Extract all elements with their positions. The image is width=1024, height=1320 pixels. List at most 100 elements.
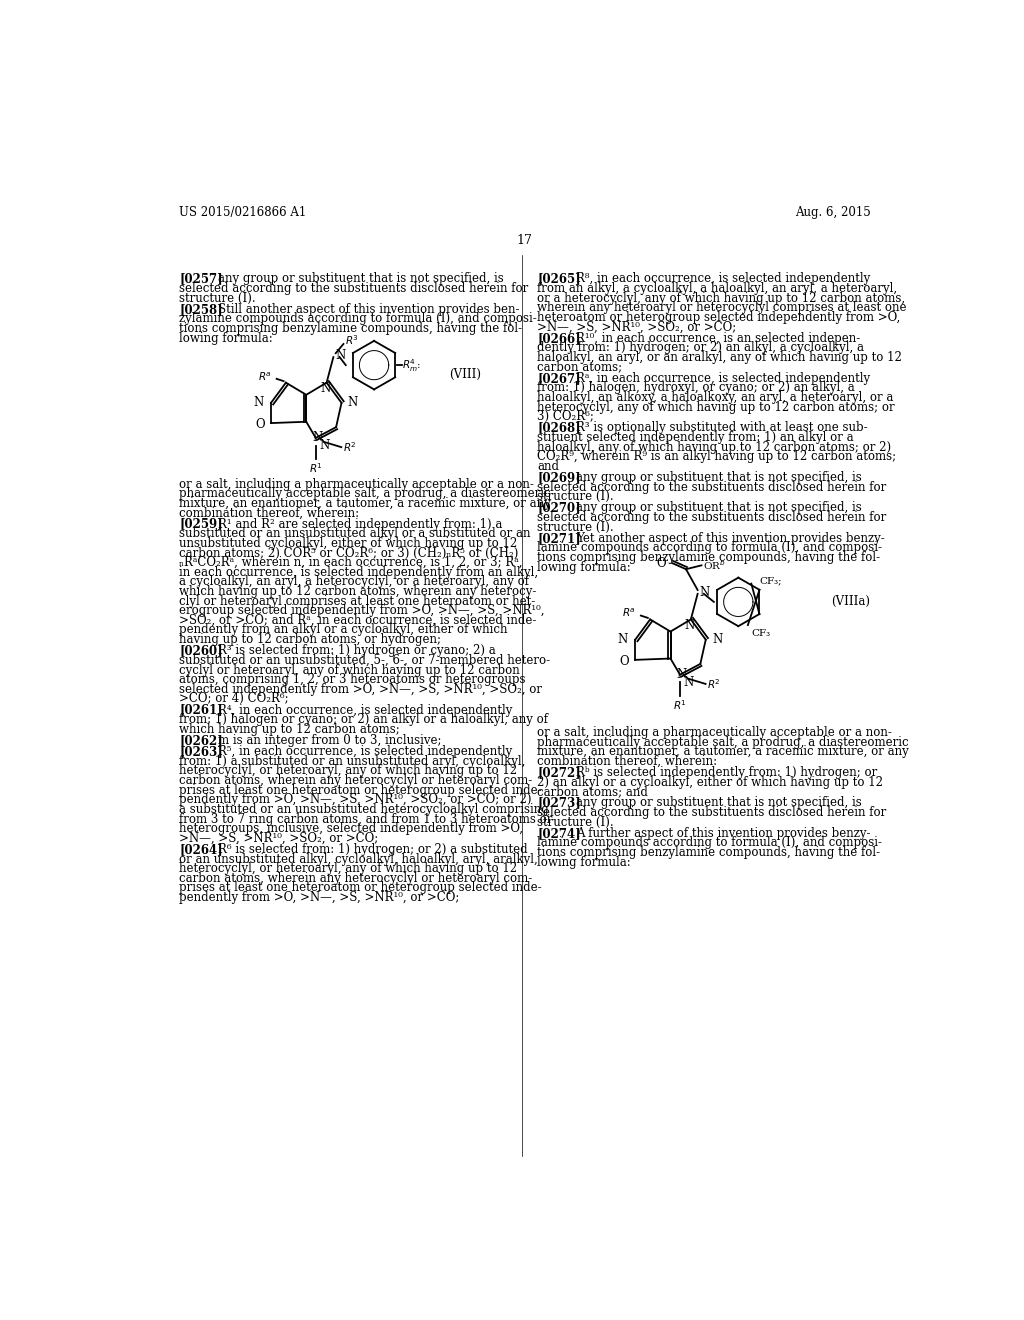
Text: R⁵, in each occurrence, is selected independently: R⁵, in each occurrence, is selected inde… <box>218 744 512 758</box>
Text: N: N <box>712 634 722 647</box>
Text: tions comprising benzylamine compounds, having the fol-: tions comprising benzylamine compounds, … <box>538 552 881 564</box>
Text: prises at least one heteroatom or heterogroup selected inde-: prises at least one heteroatom or hetero… <box>179 882 542 895</box>
Text: O: O <box>255 418 265 432</box>
Text: pendently from >O, >N—, >S, >NR¹⁰, >SO₂, or >CO; or 2): pendently from >O, >N—, >S, >NR¹⁰, >SO₂,… <box>179 793 531 807</box>
Text: [0270]: [0270] <box>538 502 581 515</box>
Text: CF₃;: CF₃; <box>759 577 781 586</box>
Text: pharmaceutically acceptable salt, a prodrug, a diastereomeric: pharmaceutically acceptable salt, a prod… <box>179 487 551 500</box>
Text: pendently from an alkyl or a cycloalkyl, either of which: pendently from an alkyl or a cycloalkyl,… <box>179 623 508 636</box>
Text: ₙRᵃCO₂Rᵃ, wherein n, in each occurrence, is 1, 2, or 3; Rᵃ,: ₙRᵃCO₂Rᵃ, wherein n, in each occurrence,… <box>179 556 522 569</box>
Text: or a salt, including a pharmaceutically acceptable or a non-: or a salt, including a pharmaceutically … <box>538 726 892 739</box>
Text: a substituted or an unsubstituted heterocycloalkyl comprising: a substituted or an unsubstituted hetero… <box>179 803 549 816</box>
Text: OR$^b$: OR$^b$ <box>703 558 726 573</box>
Text: heterocyclyl, or heteroaryl, any of which having up to 12: heterocyclyl, or heteroaryl, any of whic… <box>179 862 517 875</box>
Text: CO₂R⁹, wherein R⁹ is an alkyl having up to 12 carbon atoms;: CO₂R⁹, wherein R⁹ is an alkyl having up … <box>538 450 896 463</box>
Text: heterocyclyl, any of which having up to 12 carbon atoms; or: heterocyclyl, any of which having up to … <box>538 400 895 413</box>
Text: >N—, >S, >NR¹⁰, >SO₂, or >CO;: >N—, >S, >NR¹⁰, >SO₂, or >CO; <box>179 832 379 845</box>
Text: [0258]: [0258] <box>179 302 223 315</box>
Text: N: N <box>348 396 358 409</box>
Text: $R^3$: $R^3$ <box>345 333 359 347</box>
Text: N: N <box>253 396 263 409</box>
Text: US 2015/0216866 A1: US 2015/0216866 A1 <box>179 206 306 219</box>
Text: structure (I).: structure (I). <box>538 490 613 503</box>
Text: haloalkyl, an alkoxy, a haloalkoxy, an aryl, a heteroaryl, or a: haloalkyl, an alkoxy, a haloalkoxy, an a… <box>538 391 894 404</box>
Text: $R^a$: $R^a$ <box>623 607 636 619</box>
Text: R³ is optionally substituted with at least one sub-: R³ is optionally substituted with at lea… <box>575 421 867 434</box>
Text: N: N <box>699 586 710 599</box>
Text: any group or substituent that is not specified, is: any group or substituent that is not spe… <box>575 471 862 484</box>
Text: >CO; or 4) CO₂R⁶;: >CO; or 4) CO₂R⁶; <box>179 693 289 705</box>
Text: any group or substituent that is not specified, is: any group or substituent that is not spe… <box>218 272 504 285</box>
Text: [0264]: [0264] <box>179 843 223 855</box>
Text: [0262]: [0262] <box>179 734 223 747</box>
Text: which having up to 12 carbon atoms;: which having up to 12 carbon atoms; <box>179 723 400 735</box>
Text: $R^1$: $R^1$ <box>673 698 687 711</box>
Text: [0257]: [0257] <box>179 272 223 285</box>
Text: carbon atoms; and: carbon atoms; and <box>538 785 648 799</box>
Text: any group or substituent that is not specified, is: any group or substituent that is not spe… <box>575 502 862 515</box>
Text: N: N <box>335 348 345 362</box>
Text: carbon atoms, wherein any heterocyclyl or heteroaryl com-: carbon atoms, wherein any heterocyclyl o… <box>179 774 532 787</box>
Text: lowing formula:: lowing formula: <box>179 331 273 345</box>
Text: combination thereof, wherein:: combination thereof, wherein: <box>538 755 718 768</box>
Text: from: 1) halogen, hydroxyl, or cyano; or 2) an alkyl, a: from: 1) halogen, hydroxyl, or cyano; or… <box>538 381 855 395</box>
Text: Aug. 6, 2015: Aug. 6, 2015 <box>795 206 870 219</box>
Text: and: and <box>538 459 559 473</box>
Text: or a heterocyclyl, any of which having up to 12 carbon atoms,: or a heterocyclyl, any of which having u… <box>538 292 905 305</box>
Text: [0265]: [0265] <box>538 272 581 285</box>
Text: N: N <box>319 440 330 453</box>
Text: (VIIIa): (VIIIa) <box>831 595 870 609</box>
Text: [0260]: [0260] <box>179 644 223 657</box>
Text: cyclyl or heteroaryl, any of which having up to 12 carbon: cyclyl or heteroaryl, any of which havin… <box>179 664 520 677</box>
Text: N: N <box>321 381 331 395</box>
Text: N: N <box>684 619 694 632</box>
Text: [0263]: [0263] <box>179 744 223 758</box>
Text: structure (I).: structure (I). <box>179 292 256 305</box>
Text: selected according to the substituents disclosed herein for: selected according to the substituents d… <box>538 511 887 524</box>
Text: $R^a$: $R^a$ <box>258 371 272 383</box>
Text: wherein any heteroaryl or heterocyclyl comprises at least one: wherein any heteroaryl or heterocyclyl c… <box>538 301 906 314</box>
Text: from an alkyl, a cycloalkyl, a haloalkyl, an aryl, a heteroaryl,: from an alkyl, a cycloalkyl, a haloalkyl… <box>538 282 897 294</box>
Text: any group or substituent that is not specified, is: any group or substituent that is not spe… <box>575 796 862 809</box>
Text: [0266]: [0266] <box>538 331 581 345</box>
Text: atoms, comprising 1, 2, or 3 heteroatoms or heterogroups: atoms, comprising 1, 2, or 3 heteroatoms… <box>179 673 525 686</box>
Text: $R^2$: $R^2$ <box>708 677 721 690</box>
Text: N: N <box>312 430 323 444</box>
Text: [0274]: [0274] <box>538 826 581 840</box>
Text: having up to 12 carbon atoms, or hydrogen;: having up to 12 carbon atoms, or hydroge… <box>179 634 441 645</box>
Text: N: N <box>677 668 687 681</box>
Text: R⁸, in each occurrence, is selected independently: R⁸, in each occurrence, is selected inde… <box>575 272 870 285</box>
Text: selected according to the substituents disclosed herein for: selected according to the substituents d… <box>538 480 887 494</box>
Text: [0261]: [0261] <box>179 704 223 717</box>
Text: 3) CO₂R⁶;: 3) CO₂R⁶; <box>538 411 594 424</box>
Text: from: 1) halogen or cyano; or 2) an alkyl or a haloalkyl, any of: from: 1) halogen or cyano; or 2) an alky… <box>179 713 548 726</box>
Text: heterogroups, inclusive, selected independently from >O,: heterogroups, inclusive, selected indepe… <box>179 822 523 836</box>
Text: a cycloalkyl, an aryl, a heterocyclyl, or a heteroaryl, any of: a cycloalkyl, an aryl, a heterocyclyl, o… <box>179 576 529 589</box>
Text: in each occurrence, is selected independently from an alkyl,: in each occurrence, is selected independ… <box>179 566 539 578</box>
Text: heteroatom or heterogroup selected independently from >O,: heteroatom or heterogroup selected indep… <box>538 312 900 323</box>
Text: (VIII): (VIII) <box>449 367 480 380</box>
Text: mixture, an enantiomer, a tautomer, a racemic mixture, or any: mixture, an enantiomer, a tautomer, a ra… <box>179 496 551 510</box>
Text: $R^4_{m}$:: $R^4_{m}$: <box>402 356 421 374</box>
Text: substituted or an unsubstituted, 5-, 6-, or 7-membered hetero-: substituted or an unsubstituted, 5-, 6-,… <box>179 653 550 667</box>
Text: [0259]: [0259] <box>179 517 223 531</box>
Text: Yet another aspect of this invention provides benzy-: Yet another aspect of this invention pro… <box>575 532 885 545</box>
Text: O: O <box>620 655 629 668</box>
Text: dently from: 1) hydrogen; or 2) an alkyl, a cycloalkyl, a: dently from: 1) hydrogen; or 2) an alkyl… <box>538 342 864 354</box>
Text: [0268]: [0268] <box>538 421 581 434</box>
Text: O: O <box>656 557 666 569</box>
Text: zylamine compounds according to formula (I), and composi-: zylamine compounds according to formula … <box>179 313 537 326</box>
Text: pharmaceutically acceptable salt, a prodrug, a diastereomeric: pharmaceutically acceptable salt, a prod… <box>538 735 909 748</box>
Text: lowing formula:: lowing formula: <box>538 855 631 869</box>
Text: carbon atoms, wherein any heterocyclyl or heteroaryl com-: carbon atoms, wherein any heterocyclyl o… <box>179 871 532 884</box>
Text: or an unsubstituted alkyl, cycloalkyl, haloalkyl, aryl, aralkyl,: or an unsubstituted alkyl, cycloalkyl, h… <box>179 853 538 866</box>
Text: A further aspect of this invention provides benzy-: A further aspect of this invention provi… <box>575 826 870 840</box>
Text: [0271]: [0271] <box>538 532 581 545</box>
Text: 2) an alkyl or a cycloalkyl, either of which having up to 12: 2) an alkyl or a cycloalkyl, either of w… <box>538 776 883 788</box>
Text: from 3 to 7 ring carbon atoms, and from 1 to 3 heteroatoms or: from 3 to 7 ring carbon atoms, and from … <box>179 813 553 825</box>
Text: [0269]: [0269] <box>538 471 581 484</box>
Text: R¹⁰, in each occurrence, is an selected indepen-: R¹⁰, in each occurrence, is an selected … <box>575 331 860 345</box>
Text: unsubstituted cycloalkyl, either of which having up to 12: unsubstituted cycloalkyl, either of whic… <box>179 537 517 550</box>
Text: Rᵇ is selected independently from: 1) hydrogen; or: Rᵇ is selected independently from: 1) hy… <box>575 766 878 779</box>
Text: R¹ and R² are selected independently from: 1) a: R¹ and R² are selected independently fro… <box>218 517 503 531</box>
